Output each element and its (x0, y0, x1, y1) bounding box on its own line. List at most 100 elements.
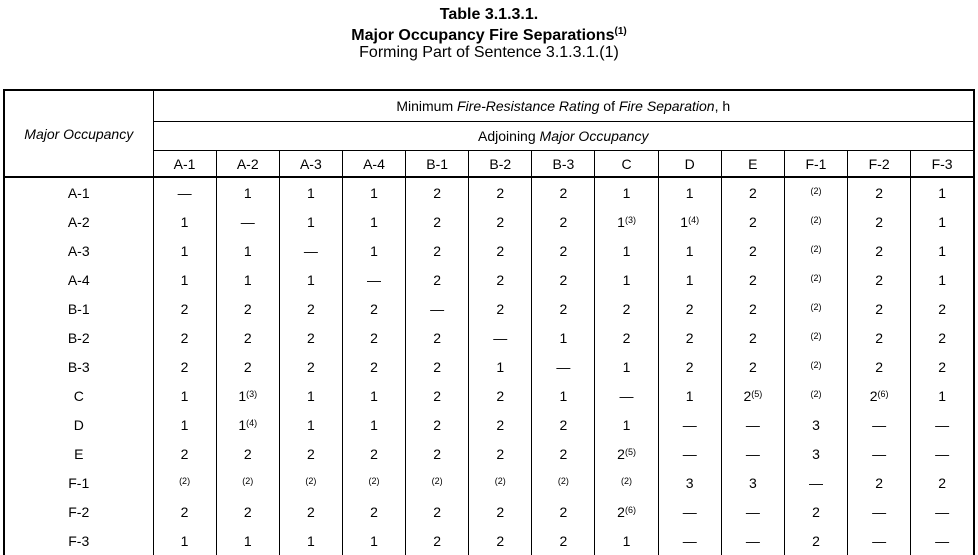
rating-cell: — (152, 177, 217, 207)
rating-cell: 2 (405, 207, 470, 236)
column-header-b-2: B-2 (468, 150, 533, 178)
rating-cell: 1 (910, 207, 975, 236)
row-header-d: D (3, 410, 154, 439)
table-title-footnote-ref: (1) (614, 26, 627, 37)
column-header-row: A-1 A-2 A-3 A-4 B-1 B-2 B-3 C D E F-1 F-2 F-3 (4, 150, 975, 178)
rating-cell: 2 (468, 236, 533, 265)
rating-cell: 2 (405, 352, 470, 381)
rating-cell: 1 (531, 323, 596, 352)
row-header-f-1: F-1 (3, 468, 154, 497)
rating-cell: (2) (783, 177, 849, 207)
rating-cell: 2 (910, 323, 975, 352)
footnote-ref: (2) (810, 301, 822, 312)
rating-cell: 2 (152, 323, 217, 352)
rating-cell: 1 (594, 265, 659, 294)
rating-cell: 1 (657, 177, 722, 207)
table-row-c: C 1 1(3) 1 1 2 2 1—1 2(5) (2) 2(6) 1 (3, 381, 975, 410)
rating-cell: 2 (152, 294, 217, 323)
rating-cell: 1 (215, 177, 280, 207)
table-row-b-2: B-2 2 2 2 2 2—1 2 2 2 (2) 2 2 (3, 323, 975, 352)
rating-cell: 1 (594, 236, 659, 265)
footnote-ref: (2) (810, 185, 822, 196)
row-header-e: E (3, 439, 154, 468)
rating-cell: 2 (847, 236, 912, 265)
rating-cell: 2 (468, 177, 533, 207)
footnote-ref: (2) (557, 475, 569, 486)
row-header-a-1: A-1 (3, 177, 154, 207)
fire-separations-table: Major Occupancy Minimum Fire-Resistance … (3, 89, 975, 555)
rating-cell: 2 (720, 294, 785, 323)
rating-cell: 2 (720, 207, 785, 236)
rating-cell: (2) (468, 468, 533, 497)
rating-cell: 1 (910, 381, 975, 410)
rating-header: Minimum Fire-Resistance Rating of Fire S… (152, 89, 975, 122)
column-header-d: D (657, 150, 722, 178)
rating-cell: 2 (468, 381, 533, 410)
rating-cell: — (278, 236, 343, 265)
rating-cell: 2 (278, 323, 343, 352)
footnote-ref: (3) (624, 214, 636, 225)
footnote-ref: (6) (877, 388, 889, 399)
rating-cell: 1 (594, 526, 659, 555)
rating-cell: 2 (531, 294, 596, 323)
rating-cell: 2 (531, 439, 596, 468)
rating-cell: 2 (405, 410, 470, 439)
rating-cell: 2 (405, 323, 470, 352)
rating-cell: — (910, 410, 975, 439)
rating-cell: 2 (531, 265, 596, 294)
table-row-a-1: A-1—1 1 1 2 2 2 1 1 2 (2) 2 1 (3, 177, 975, 207)
row-header-f-2: F-2 (3, 497, 154, 526)
row-header-f-3: F-3 (3, 526, 154, 555)
rating-cell: 1 (657, 236, 722, 265)
rating-cell: 2 (278, 294, 343, 323)
rating-cell: — (847, 497, 912, 526)
column-header-b-3: B-3 (531, 150, 596, 178)
rating-cell: — (910, 497, 975, 526)
rating-cell: 2 (278, 439, 343, 468)
rating-cell: — (720, 497, 785, 526)
rating-cell: 1(4) (657, 207, 722, 236)
rating-cell: 2 (531, 207, 596, 236)
footnote-ref: (4) (246, 417, 258, 428)
rating-cell: 1 (152, 265, 217, 294)
rating-cell: (2) (783, 236, 849, 265)
rating-cell: (2) (783, 381, 849, 410)
footnote-ref: (2) (810, 359, 822, 370)
rating-cell: (2) (783, 294, 849, 323)
rating-cell: 2 (531, 526, 596, 555)
rating-cell: 1 (341, 381, 407, 410)
rating-cell: 2 (215, 323, 280, 352)
rating-cell: 2 (468, 410, 533, 439)
column-header-f-3: F-3 (910, 150, 975, 178)
rating-cell: 2 (341, 497, 407, 526)
rating-cell: — (910, 526, 975, 555)
rating-cell: 2 (847, 352, 912, 381)
table-row-b-1: B-1 2 2 2 2—2 2 2 2 2 (2) 2 2 (3, 294, 975, 323)
rating-cell: 1 (594, 352, 659, 381)
rating-cell: 2(5) (720, 381, 785, 410)
rating-cell: 1 (215, 265, 280, 294)
rating-cell: 1 (278, 207, 343, 236)
table-number: Table 3.1.3.1. (439, 6, 539, 23)
rating-cell: (2) (152, 468, 217, 497)
footnote-ref: (2) (431, 475, 443, 486)
rating-cell: 2 (720, 177, 785, 207)
table-title-text: Major Occupancy Fire Separations (351, 27, 615, 44)
footnote-ref: (2) (179, 475, 191, 486)
rating-cell: 2(6) (594, 497, 659, 526)
rating-header-text-2: of (599, 98, 619, 114)
rating-cell: 1 (657, 265, 722, 294)
rating-cell: 1 (278, 265, 343, 294)
rating-cell: 3 (720, 468, 785, 497)
row-header-b-3: B-3 (3, 352, 154, 381)
row-header-a-2: A-2 (3, 207, 154, 236)
rating-cell: — (657, 410, 722, 439)
rating-cell: 1 (341, 410, 407, 439)
rating-cell: 2 (531, 236, 596, 265)
row-header-a-3: A-3 (3, 236, 154, 265)
rating-cell: 3 (657, 468, 722, 497)
footnote-ref: (2) (621, 475, 633, 486)
rating-cell: 2 (847, 468, 912, 497)
rating-cell: 1 (152, 236, 217, 265)
